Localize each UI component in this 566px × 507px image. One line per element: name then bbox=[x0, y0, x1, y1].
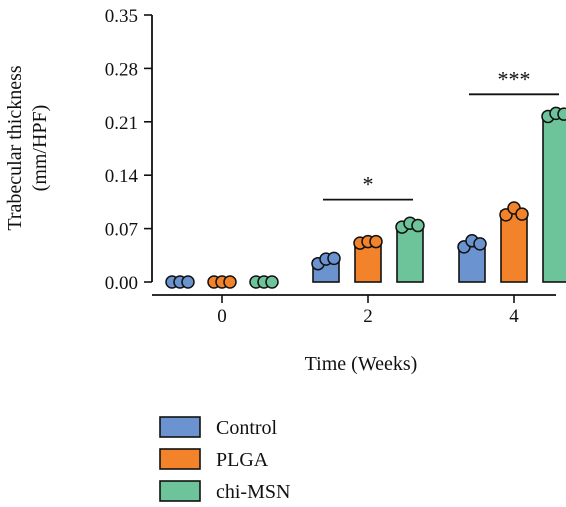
x-axis-label: Time (Weeks) bbox=[305, 353, 418, 375]
legend-swatch-plga bbox=[159, 448, 201, 470]
significance-markers: **** bbox=[323, 66, 559, 201]
data-point bbox=[473, 237, 487, 251]
data-point bbox=[557, 107, 566, 121]
y-tick-label: 0.07 bbox=[105, 220, 138, 241]
legend-swatch-control bbox=[159, 416, 201, 438]
axes bbox=[151, 15, 556, 296]
y-tick-label: 0.35 bbox=[105, 6, 138, 27]
data-points bbox=[165, 106, 566, 289]
legend-swatch-chi-msn bbox=[159, 480, 201, 502]
y-axis-label-line-2: (mm/HPF) bbox=[29, 105, 51, 192]
bar-plga-4 bbox=[500, 210, 528, 283]
y-axis-label: Trabecular thickness (mm/HPF) bbox=[4, 65, 51, 231]
data-point bbox=[181, 275, 195, 289]
significance-label: *** bbox=[498, 66, 531, 91]
bar-chi-msn-4 bbox=[542, 114, 566, 283]
bars bbox=[167, 114, 566, 283]
x-axis-ticks: 0 2 4 bbox=[217, 295, 519, 327]
y-tick-label: 0.21 bbox=[105, 113, 138, 134]
x-tick-label: 2 bbox=[363, 306, 373, 327]
data-point bbox=[369, 234, 383, 249]
y-axis-label-line-1: Trabecular thickness bbox=[4, 65, 26, 231]
legend: Control PLGA chi-MSN bbox=[159, 416, 290, 503]
significance-label: * bbox=[363, 172, 374, 197]
data-point bbox=[515, 207, 529, 221]
y-axis-ticks: 0.00 0.07 0.14 0.21 0.28 0.35 bbox=[105, 6, 152, 294]
x-tick-label: 4 bbox=[509, 306, 519, 327]
legend-label: Control bbox=[216, 417, 278, 439]
data-point bbox=[265, 275, 279, 289]
y-tick-label: 0.14 bbox=[105, 166, 139, 187]
y-tick-label: 0.00 bbox=[105, 273, 138, 294]
data-point bbox=[223, 275, 237, 289]
y-tick-label: 0.28 bbox=[105, 59, 138, 80]
data-point bbox=[411, 218, 425, 233]
legend-label: chi-MSN bbox=[216, 481, 290, 503]
x-tick-label: 0 bbox=[217, 306, 227, 327]
data-point bbox=[327, 251, 341, 266]
bar-chi-msn-2 bbox=[396, 224, 424, 283]
legend-label: PLGA bbox=[216, 449, 269, 471]
